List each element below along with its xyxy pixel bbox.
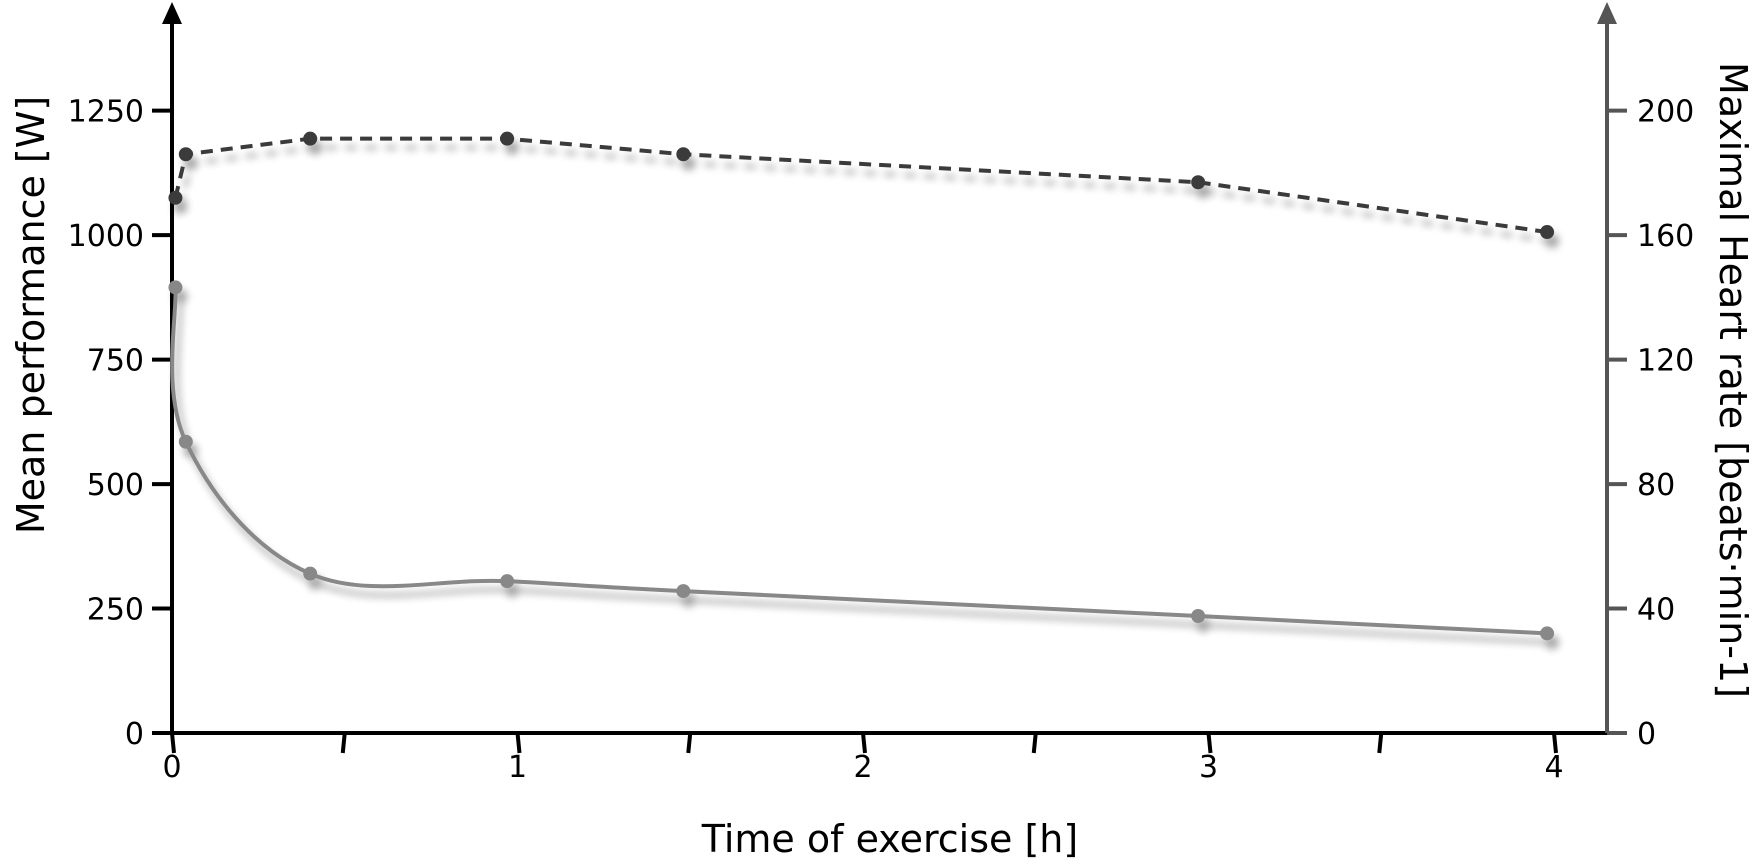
x-tick-label: 2 xyxy=(853,750,872,785)
y2-tick-label: 80 xyxy=(1637,468,1675,503)
y-tick-label: 750 xyxy=(87,344,144,379)
ticks-layer xyxy=(152,108,1627,754)
series-2 xyxy=(168,131,1555,240)
x-tick xyxy=(1206,732,1213,754)
y-tick-label: 1250 xyxy=(68,95,144,130)
x-minor-tick xyxy=(340,732,347,754)
x-minor-tick xyxy=(686,732,693,754)
x-tick-label: 4 xyxy=(1544,750,1563,785)
data-point xyxy=(1540,626,1555,641)
data-point xyxy=(500,574,515,589)
y-tick-label: 0 xyxy=(125,717,144,752)
data-point xyxy=(500,131,515,146)
data-point xyxy=(1191,175,1206,190)
x-tick-label: 3 xyxy=(1199,750,1218,785)
y2-tick-label: 200 xyxy=(1637,95,1694,130)
series-1 xyxy=(168,280,1555,641)
series-line xyxy=(170,287,1548,636)
y-tick-label: 1000 xyxy=(68,219,144,254)
y-axis-title: Mean performance [W] xyxy=(9,96,53,534)
y2-tick-label: 160 xyxy=(1637,219,1694,254)
data-point xyxy=(178,147,193,162)
y-tick-label: 250 xyxy=(87,593,144,628)
x-tick xyxy=(170,732,176,754)
data-point xyxy=(676,584,691,599)
data-point xyxy=(168,190,183,205)
series-layer xyxy=(168,131,1555,641)
x-tick xyxy=(861,732,867,754)
right-y-axis-arrow-icon xyxy=(1597,2,1617,24)
y2-axis-title: Maximal Heart rate [beats·min-1] xyxy=(1711,62,1755,698)
data-point xyxy=(168,280,183,295)
data-point xyxy=(676,147,691,162)
x-tick-label: 0 xyxy=(162,750,181,785)
y-tick-label: 500 xyxy=(87,468,144,503)
left-y-axis-arrow-icon xyxy=(162,2,182,24)
x-axis-title: Time of exercise [h] xyxy=(701,817,1078,861)
x-tick xyxy=(1552,732,1558,754)
data-point xyxy=(1191,609,1206,624)
data-point xyxy=(303,566,318,581)
y2-tick-label: 120 xyxy=(1637,344,1694,379)
x-minor-tick xyxy=(1031,732,1038,754)
x-tick-label: 1 xyxy=(508,750,527,785)
series-line xyxy=(173,136,1548,235)
y2-tick-label: 0 xyxy=(1637,717,1656,752)
data-point xyxy=(178,434,193,449)
data-point xyxy=(303,131,318,146)
data-point xyxy=(1540,225,1555,240)
x-tick xyxy=(515,732,522,754)
x-minor-tick xyxy=(1377,732,1384,754)
y2-tick-label: 40 xyxy=(1637,593,1675,628)
